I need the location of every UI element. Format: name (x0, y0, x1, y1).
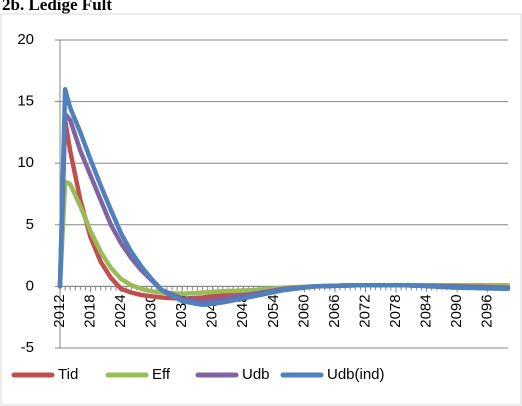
y-tick-label: -5 (21, 339, 34, 356)
x-tick-label: 2054 (265, 294, 282, 327)
chart-title: 2b. Ledige Fult (2, 0, 112, 14)
x-tick-label: 2084 (418, 294, 435, 327)
y-tick-label: 0 (26, 277, 34, 294)
x-tick-label: 2030 (143, 294, 160, 327)
x-tick-label: 2048 (234, 294, 251, 327)
x-tick-label: 2090 (448, 294, 465, 327)
series-line (57, 87, 511, 308)
x-tick-label: 2024 (112, 294, 129, 327)
x-tick-label: 2060 (295, 294, 312, 327)
y-tick-label: 10 (17, 154, 34, 171)
y-tick-label: 5 (26, 216, 34, 233)
y-tick-label: 20 (17, 31, 34, 48)
y-tick-label: 15 (17, 93, 34, 110)
legend-label: Eff (152, 366, 171, 383)
chart-frame (0, 13, 522, 406)
legend-label: Udb(ind) (327, 366, 385, 383)
x-tick-label: 2066 (326, 294, 343, 327)
x-tick-label: 2078 (387, 294, 404, 327)
x-tick-label: 2072 (356, 294, 373, 327)
x-tick-label: 2018 (82, 294, 99, 327)
x-tick-label: 2096 (479, 294, 496, 327)
legend-label: Udb (242, 366, 270, 383)
legend-label: Tid (58, 366, 78, 383)
x-tick-label: 2012 (51, 294, 68, 327)
